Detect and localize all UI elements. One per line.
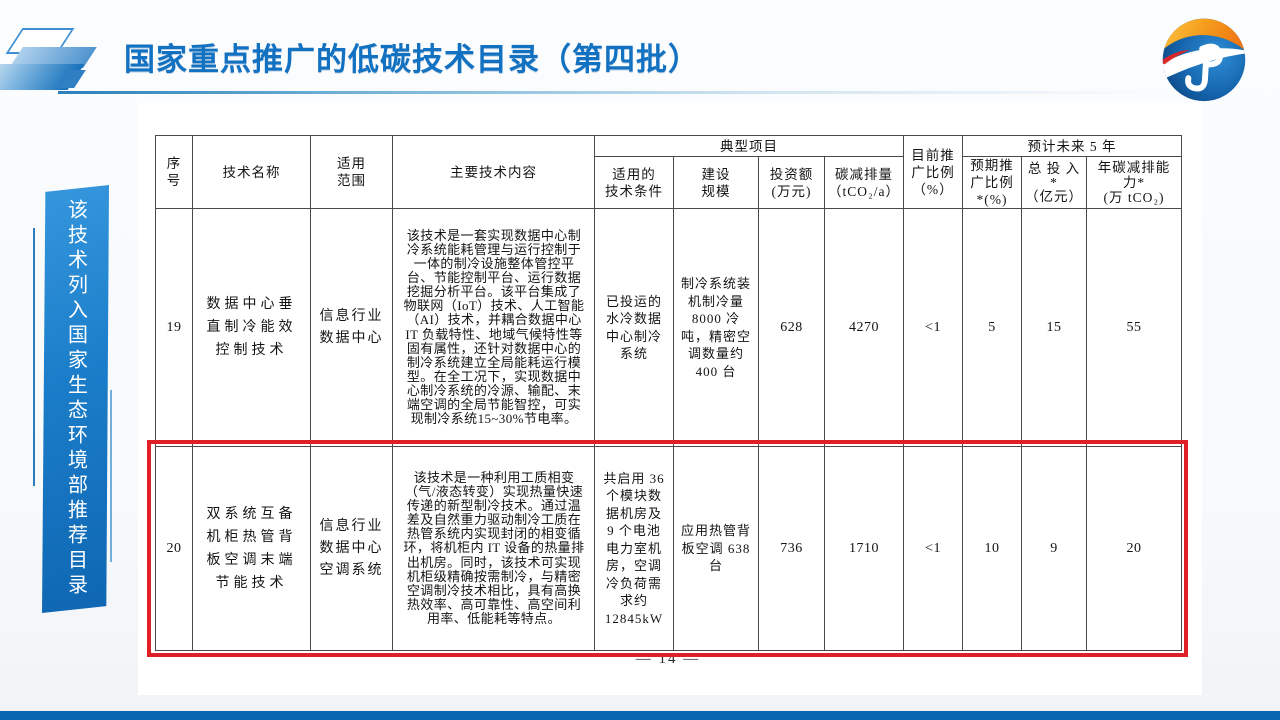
cell-annual-capacity: 20 bbox=[1086, 446, 1182, 651]
cell-scale: 制冷系统装机制冷量 8000 冷吨，精密空调数量约 400 台 bbox=[673, 208, 759, 447]
cell-expected-ratio: 10 bbox=[962, 446, 1022, 651]
col-header-scope: 适用 范围 bbox=[310, 135, 393, 209]
banner-accent-line-left bbox=[33, 228, 35, 486]
col-header-serial: 序 号 bbox=[155, 135, 193, 209]
col-header-expected-ratio: 预期推 广比例 *(%) bbox=[962, 156, 1022, 209]
title-underline bbox=[58, 91, 1208, 94]
table-row-20: 20 双系统互备机柜热管背板空调末端节能技术 信息行业 数据中心 空调系统 该技… bbox=[155, 446, 1182, 651]
cell-carbon: 4270 bbox=[824, 208, 904, 447]
cell-investment: 736 bbox=[758, 446, 825, 651]
col-header-main-content: 主要技术内容 bbox=[392, 135, 595, 209]
cell-expected-ratio: 5 bbox=[962, 208, 1022, 447]
cell-current-ratio: <1 bbox=[903, 446, 963, 651]
cell-annual-capacity: 55 bbox=[1086, 208, 1182, 447]
cell-serial: 19 bbox=[155, 208, 193, 447]
cell-tech-name: 数据中心垂直制冷能效控制技术 bbox=[192, 208, 311, 447]
low-carbon-tech-table: 序 号 技术名称 适用 范围 主要技术内容 典型项目 目前推 广比例 （%） 预… bbox=[155, 135, 1182, 651]
cell-serial: 20 bbox=[155, 446, 193, 651]
col-header-scale: 建设 规模 bbox=[673, 156, 759, 209]
footer-bar bbox=[0, 711, 1280, 720]
col-header-future-5yr: 预计未来 5 年 bbox=[962, 135, 1182, 157]
col-header-annual-capacity: 年碳减排能 力* (万 tCO₂) bbox=[1086, 156, 1182, 209]
col-header-current-ratio: 目前推 广比例 （%） bbox=[903, 135, 963, 209]
side-banner: 该技术列入国家生态环境部推荐目录 bbox=[42, 185, 109, 613]
col-header-tech-name: 技术名称 bbox=[192, 135, 311, 209]
cell-scale: 应用热管背板空调 638 台 bbox=[673, 446, 759, 651]
cell-total-investment: 15 bbox=[1021, 208, 1087, 447]
banner-accent-line-right bbox=[110, 390, 112, 562]
cell-conditions: 共启用 36 个模块数据机房及 9 个电池电力室机房，空调冷负荷需求约 1284… bbox=[594, 446, 674, 651]
cell-current-ratio: <1 bbox=[903, 208, 963, 447]
page-number: — 14 — bbox=[635, 651, 701, 667]
col-header-carbon-reduction: 碳减排量 （tCO₂/a） bbox=[824, 156, 904, 209]
cell-main-content: 该技术是一套实现数据中心制冷系统能耗管理与运行控制于一体的制冷设施整体管控平台、… bbox=[392, 208, 595, 447]
cell-total-investment: 9 bbox=[1021, 446, 1087, 651]
cell-main-content: 该技术是一种利用工质相变（气/液态转变）实现热量快速传递的新型制冷技术。通过温差… bbox=[392, 446, 595, 651]
cell-scope: 信息行业 数据中心 空调系统 bbox=[310, 446, 393, 651]
col-header-investment: 投资额 (万元) bbox=[758, 156, 825, 209]
col-header-conditions: 适用的 技术条件 bbox=[594, 156, 674, 209]
col-header-total-investment: 总 投 入 * （亿元） bbox=[1021, 156, 1087, 209]
page-title: 国家重点推广的低碳技术目录（第四批） bbox=[124, 42, 700, 77]
table-row-19: 19 数据中心垂直制冷能效控制技术 信息行业 数据中心 该技术是一套实现数据中心… bbox=[155, 208, 1182, 447]
cell-conditions: 已投运的水冷数据中心制冷系统 bbox=[594, 208, 674, 447]
cell-scope: 信息行业 数据中心 bbox=[310, 208, 393, 447]
cell-investment: 628 bbox=[758, 208, 825, 447]
cell-carbon: 1710 bbox=[824, 446, 904, 651]
jp-globe-logo-icon bbox=[1158, 14, 1250, 102]
col-header-typical-project: 典型项目 bbox=[594, 135, 904, 157]
cell-tech-name: 双系统互备机柜热管背板空调末端节能技术 bbox=[192, 446, 311, 651]
side-banner-text: 该技术列入国家生态环境部推荐目录 bbox=[64, 199, 87, 599]
